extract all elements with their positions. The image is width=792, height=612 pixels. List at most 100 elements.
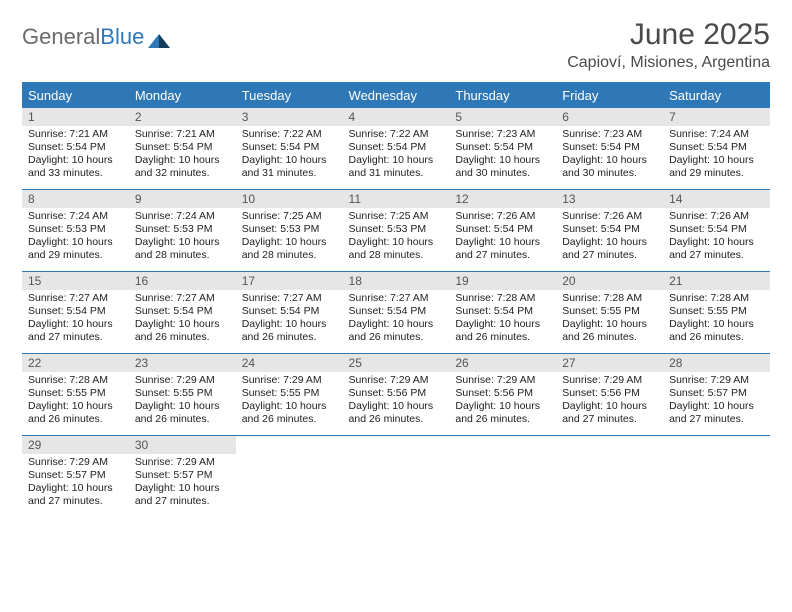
weekday-header: Sunday (22, 83, 129, 108)
calendar-cell: 4Sunrise: 7:22 AMSunset: 5:54 PMDaylight… (343, 108, 450, 190)
brand-logo: GeneralBlue (22, 18, 170, 50)
calendar-cell: 3Sunrise: 7:22 AMSunset: 5:54 PMDaylight… (236, 108, 343, 190)
calendar-cell (449, 436, 556, 518)
day-number: 21 (663, 272, 770, 290)
day-details: Sunrise: 7:29 AMSunset: 5:57 PMDaylight:… (22, 454, 129, 513)
day-details: Sunrise: 7:24 AMSunset: 5:53 PMDaylight:… (22, 208, 129, 267)
calendar-cell: 22Sunrise: 7:28 AMSunset: 5:55 PMDayligh… (22, 354, 129, 436)
header: GeneralBlue June 2025 Capioví, Misiones,… (22, 18, 770, 72)
day-details: Sunrise: 7:23 AMSunset: 5:54 PMDaylight:… (556, 126, 663, 185)
day-details: Sunrise: 7:28 AMSunset: 5:55 PMDaylight:… (663, 290, 770, 349)
calendar-cell: 12Sunrise: 7:26 AMSunset: 5:54 PMDayligh… (449, 190, 556, 272)
day-details: Sunrise: 7:27 AMSunset: 5:54 PMDaylight:… (236, 290, 343, 349)
calendar-table: SundayMondayTuesdayWednesdayThursdayFrid… (22, 82, 770, 518)
calendar-cell: 15Sunrise: 7:27 AMSunset: 5:54 PMDayligh… (22, 272, 129, 354)
day-number: 9 (129, 190, 236, 208)
calendar-cell: 11Sunrise: 7:25 AMSunset: 5:53 PMDayligh… (343, 190, 450, 272)
day-number: 27 (556, 354, 663, 372)
calendar-cell (236, 436, 343, 518)
day-details: Sunrise: 7:27 AMSunset: 5:54 PMDaylight:… (129, 290, 236, 349)
day-details: Sunrise: 7:27 AMSunset: 5:54 PMDaylight:… (343, 290, 450, 349)
calendar-cell: 17Sunrise: 7:27 AMSunset: 5:54 PMDayligh… (236, 272, 343, 354)
calendar-cell: 6Sunrise: 7:23 AMSunset: 5:54 PMDaylight… (556, 108, 663, 190)
calendar-row: 29Sunrise: 7:29 AMSunset: 5:57 PMDayligh… (22, 436, 770, 518)
day-details: Sunrise: 7:24 AMSunset: 5:54 PMDaylight:… (663, 126, 770, 185)
calendar-cell: 26Sunrise: 7:29 AMSunset: 5:56 PMDayligh… (449, 354, 556, 436)
weekday-header: Wednesday (343, 83, 450, 108)
day-number: 30 (129, 436, 236, 454)
day-number: 17 (236, 272, 343, 290)
calendar-row: 15Sunrise: 7:27 AMSunset: 5:54 PMDayligh… (22, 272, 770, 354)
day-number: 28 (663, 354, 770, 372)
day-number: 6 (556, 108, 663, 126)
day-details: Sunrise: 7:28 AMSunset: 5:55 PMDaylight:… (556, 290, 663, 349)
calendar-cell: 24Sunrise: 7:29 AMSunset: 5:55 PMDayligh… (236, 354, 343, 436)
day-details: Sunrise: 7:26 AMSunset: 5:54 PMDaylight:… (556, 208, 663, 267)
day-number: 1 (22, 108, 129, 126)
day-number: 7 (663, 108, 770, 126)
day-details: Sunrise: 7:22 AMSunset: 5:54 PMDaylight:… (236, 126, 343, 185)
day-details: Sunrise: 7:29 AMSunset: 5:56 PMDaylight:… (343, 372, 450, 431)
calendar-cell: 18Sunrise: 7:27 AMSunset: 5:54 PMDayligh… (343, 272, 450, 354)
day-number: 23 (129, 354, 236, 372)
title-block: June 2025 Capioví, Misiones, Argentina (567, 18, 770, 72)
calendar-cell: 19Sunrise: 7:28 AMSunset: 5:54 PMDayligh… (449, 272, 556, 354)
day-details: Sunrise: 7:29 AMSunset: 5:57 PMDaylight:… (129, 454, 236, 513)
day-details: Sunrise: 7:28 AMSunset: 5:54 PMDaylight:… (449, 290, 556, 349)
day-number: 15 (22, 272, 129, 290)
day-number: 29 (22, 436, 129, 454)
day-number: 3 (236, 108, 343, 126)
calendar-cell: 2Sunrise: 7:21 AMSunset: 5:54 PMDaylight… (129, 108, 236, 190)
calendar-cell (343, 436, 450, 518)
day-number: 5 (449, 108, 556, 126)
calendar-cell: 29Sunrise: 7:29 AMSunset: 5:57 PMDayligh… (22, 436, 129, 518)
weekday-header-row: SundayMondayTuesdayWednesdayThursdayFrid… (22, 83, 770, 108)
day-details: Sunrise: 7:27 AMSunset: 5:54 PMDaylight:… (22, 290, 129, 349)
calendar-cell: 16Sunrise: 7:27 AMSunset: 5:54 PMDayligh… (129, 272, 236, 354)
brand-part2: Blue (100, 24, 144, 50)
calendar-cell: 27Sunrise: 7:29 AMSunset: 5:56 PMDayligh… (556, 354, 663, 436)
weekday-header: Friday (556, 83, 663, 108)
brand-part1: General (22, 24, 100, 50)
calendar-cell: 1Sunrise: 7:21 AMSunset: 5:54 PMDaylight… (22, 108, 129, 190)
day-number: 13 (556, 190, 663, 208)
day-number: 18 (343, 272, 450, 290)
calendar-cell: 20Sunrise: 7:28 AMSunset: 5:55 PMDayligh… (556, 272, 663, 354)
calendar-row: 1Sunrise: 7:21 AMSunset: 5:54 PMDaylight… (22, 108, 770, 190)
day-details: Sunrise: 7:29 AMSunset: 5:55 PMDaylight:… (129, 372, 236, 431)
day-details: Sunrise: 7:29 AMSunset: 5:56 PMDaylight:… (556, 372, 663, 431)
day-number: 14 (663, 190, 770, 208)
day-number: 19 (449, 272, 556, 290)
calendar-cell (556, 436, 663, 518)
day-details: Sunrise: 7:29 AMSunset: 5:56 PMDaylight:… (449, 372, 556, 431)
calendar-cell: 23Sunrise: 7:29 AMSunset: 5:55 PMDayligh… (129, 354, 236, 436)
calendar-cell (663, 436, 770, 518)
day-number: 16 (129, 272, 236, 290)
day-details: Sunrise: 7:21 AMSunset: 5:54 PMDaylight:… (22, 126, 129, 185)
day-number: 10 (236, 190, 343, 208)
calendar-row: 8Sunrise: 7:24 AMSunset: 5:53 PMDaylight… (22, 190, 770, 272)
day-details: Sunrise: 7:26 AMSunset: 5:54 PMDaylight:… (449, 208, 556, 267)
day-number: 26 (449, 354, 556, 372)
weekday-header: Saturday (663, 83, 770, 108)
day-number: 25 (343, 354, 450, 372)
day-number: 11 (343, 190, 450, 208)
weekday-header: Thursday (449, 83, 556, 108)
month-title: June 2025 (567, 18, 770, 52)
calendar-cell: 25Sunrise: 7:29 AMSunset: 5:56 PMDayligh… (343, 354, 450, 436)
day-number: 24 (236, 354, 343, 372)
day-number: 4 (343, 108, 450, 126)
day-details: Sunrise: 7:29 AMSunset: 5:57 PMDaylight:… (663, 372, 770, 431)
calendar-cell: 21Sunrise: 7:28 AMSunset: 5:55 PMDayligh… (663, 272, 770, 354)
day-details: Sunrise: 7:23 AMSunset: 5:54 PMDaylight:… (449, 126, 556, 185)
calendar-cell: 5Sunrise: 7:23 AMSunset: 5:54 PMDaylight… (449, 108, 556, 190)
calendar-cell: 28Sunrise: 7:29 AMSunset: 5:57 PMDayligh… (663, 354, 770, 436)
day-number: 22 (22, 354, 129, 372)
day-details: Sunrise: 7:29 AMSunset: 5:55 PMDaylight:… (236, 372, 343, 431)
calendar-cell: 10Sunrise: 7:25 AMSunset: 5:53 PMDayligh… (236, 190, 343, 272)
day-details: Sunrise: 7:28 AMSunset: 5:55 PMDaylight:… (22, 372, 129, 431)
calendar-cell: 14Sunrise: 7:26 AMSunset: 5:54 PMDayligh… (663, 190, 770, 272)
calendar-cell: 13Sunrise: 7:26 AMSunset: 5:54 PMDayligh… (556, 190, 663, 272)
weekday-header: Monday (129, 83, 236, 108)
day-details: Sunrise: 7:22 AMSunset: 5:54 PMDaylight:… (343, 126, 450, 185)
